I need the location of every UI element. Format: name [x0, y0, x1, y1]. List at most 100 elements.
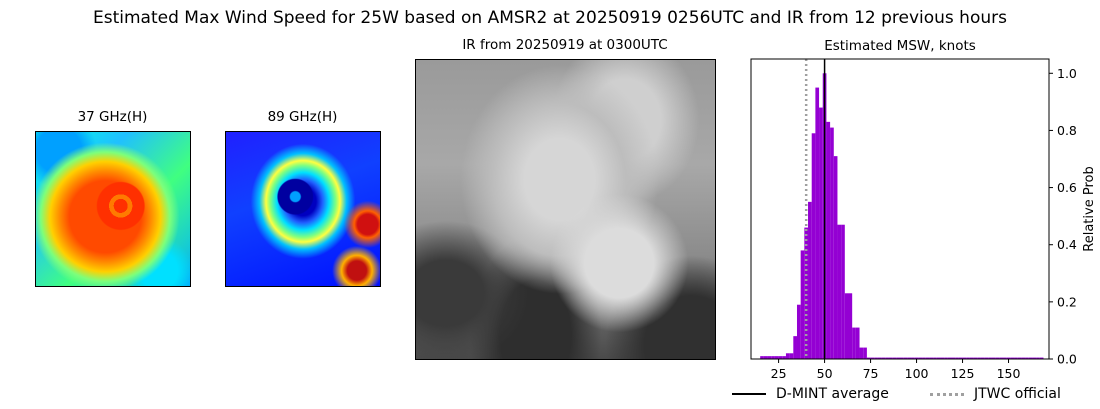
chart-title: Estimated MSW, knots [824, 38, 976, 54]
histogram-bar [907, 357, 912, 359]
histogram-bar [1039, 357, 1044, 359]
reference-lines [804, 59, 826, 359]
legend-dmint-label: D-MINT average [776, 386, 889, 402]
panel-37ghz-title: 37 GHz(H) [77, 109, 148, 125]
legend-jtwc-label: JTWC official [974, 386, 1061, 402]
histogram-bar [911, 357, 915, 359]
histogram-bar [771, 356, 775, 359]
histogram-bar [1036, 357, 1040, 359]
histogram-bars [760, 73, 1044, 360]
chart-legend: D-MINT average [732, 386, 889, 402]
panel-89ghz-title: 89 GHz(H) [267, 109, 338, 125]
histogram-bar [785, 353, 790, 359]
x-tick-label: 100 [905, 366, 929, 381]
histogram-bar [837, 224, 842, 359]
histogram-bar [951, 357, 956, 359]
histogram-bar [841, 224, 845, 359]
legend-dmint-swatch [732, 393, 766, 395]
histogram-bar [944, 357, 948, 359]
histogram-bar [760, 356, 764, 359]
y-tick-label: 0.2 [1057, 294, 1077, 309]
histogram-bar [796, 304, 801, 359]
histogram-bar [789, 353, 794, 359]
histogram-bar [1010, 357, 1015, 359]
histogram-bar [767, 356, 772, 359]
histogram-bar [999, 357, 1004, 359]
histogram-bar [969, 357, 974, 359]
histogram-bar [929, 357, 934, 359]
x-tick-label: 50 [817, 366, 833, 381]
histogram-bar [925, 357, 930, 359]
y-tick-label: 0.4 [1057, 237, 1077, 252]
histogram-bar [918, 357, 923, 359]
histogram-bar [1025, 357, 1029, 359]
histogram-bar [881, 357, 886, 359]
histogram-bar [962, 357, 967, 359]
y-tick-label: 0.6 [1057, 180, 1077, 195]
histogram-bar [991, 357, 996, 359]
histogram-bar [896, 357, 900, 359]
x-axis-ticks: 25 50 75 100 125 150 [771, 359, 1021, 381]
panel-ir-title: IR from 20250919 at 0300UTC [462, 37, 668, 53]
histogram-bar [808, 201, 812, 359]
histogram-bar [888, 357, 893, 359]
y-axis-ticks: 0.0 0.2 0.4 0.6 0.8 1.0 [1049, 66, 1077, 367]
histogram-bar [833, 156, 838, 359]
histogram-bar [922, 357, 926, 359]
histogram-bar [988, 357, 992, 359]
histogram-bar [1006, 357, 1011, 359]
histogram-bar [844, 293, 849, 359]
histogram-bar [763, 356, 768, 359]
histogram-bar [859, 347, 864, 359]
histogram-bar [830, 127, 834, 359]
histogram-bar [1032, 357, 1037, 359]
microwave-37ghz-image [35, 131, 191, 287]
histogram-bar [855, 327, 860, 359]
histogram-bar [885, 357, 889, 359]
histogram-bar [826, 121, 831, 359]
histogram-bar [977, 357, 981, 359]
histogram-bar [903, 357, 908, 359]
histogram-bar [1021, 357, 1026, 359]
histogram-bar [863, 347, 867, 359]
histogram-bar [958, 357, 963, 359]
histogram-bar [1003, 357, 1007, 359]
histogram-bar [800, 250, 805, 359]
y-tick-label: 1.0 [1057, 66, 1077, 81]
figure-title: Estimated Max Wind Speed for 25W based o… [93, 8, 1007, 28]
histogram-bar [995, 357, 1000, 359]
y-axis-label: Relative Prob [1082, 166, 1097, 251]
histogram-bar [804, 227, 809, 359]
histogram-bar [936, 357, 941, 359]
plot-frame [750, 58, 1050, 360]
histogram-bar [866, 357, 871, 359]
histogram-bar [973, 357, 978, 359]
chart-legend-jtwc: JTWC official [930, 386, 1061, 402]
x-tick-label: 75 [863, 366, 879, 381]
y-tick-label: 0.8 [1057, 123, 1077, 138]
histogram-bar [852, 327, 856, 359]
histogram-bar [819, 107, 823, 359]
histogram-bar [966, 357, 970, 359]
histogram-bar [1014, 357, 1018, 359]
histogram-bar [984, 357, 989, 359]
histogram-bar [892, 357, 897, 359]
y-tick-label: 0.0 [1057, 352, 1077, 367]
histogram-bar [877, 357, 882, 359]
histogram-bar [774, 356, 779, 359]
histogram-bar [870, 357, 875, 359]
histogram-bar [955, 357, 959, 359]
histogram-bar [1017, 357, 1022, 359]
histogram-bar [782, 356, 786, 359]
histogram-bar [815, 87, 820, 360]
x-tick-label: 125 [951, 366, 975, 381]
microwave-89ghz-image [225, 131, 381, 287]
histogram-bar [778, 356, 783, 359]
ir-satellite-image [415, 59, 716, 360]
histogram-bar [900, 357, 904, 359]
histogram-bar [1028, 357, 1033, 359]
histogram-bar [793, 336, 797, 359]
legend-jtwc-swatch [930, 392, 964, 396]
histogram-bar [980, 357, 985, 359]
